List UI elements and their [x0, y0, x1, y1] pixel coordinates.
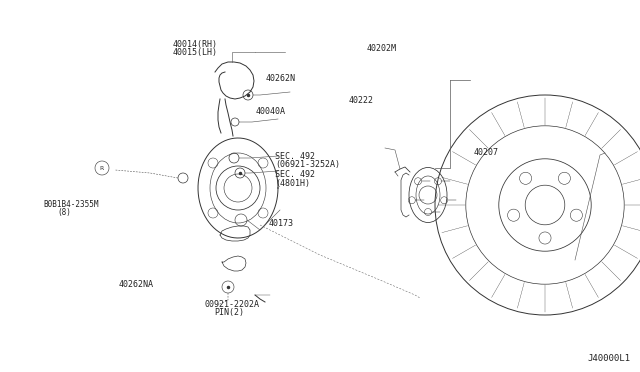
Text: 40262NA: 40262NA	[118, 280, 154, 289]
Text: (4801H): (4801H)	[275, 179, 310, 187]
Text: 40014(RH): 40014(RH)	[173, 40, 218, 49]
Text: PIN(2): PIN(2)	[214, 308, 244, 317]
Text: (06921-3252A): (06921-3252A)	[275, 160, 340, 169]
Text: B0B1B4-2355M: B0B1B4-2355M	[44, 200, 99, 209]
Text: SEC. 492: SEC. 492	[275, 152, 315, 161]
Text: J40000L1: J40000L1	[588, 354, 630, 363]
Text: R: R	[100, 166, 104, 170]
Text: 40207: 40207	[474, 148, 499, 157]
Text: 40040A: 40040A	[256, 107, 286, 116]
Text: 00921-2202A: 00921-2202A	[205, 300, 260, 309]
Text: SEC. 492: SEC. 492	[275, 170, 315, 179]
Text: 40262N: 40262N	[266, 74, 296, 83]
Text: 40202M: 40202M	[366, 44, 396, 53]
Text: (8): (8)	[58, 208, 72, 217]
Text: 40173: 40173	[269, 219, 294, 228]
Text: 40015(LH): 40015(LH)	[173, 48, 218, 57]
Text: 40222: 40222	[349, 96, 374, 105]
